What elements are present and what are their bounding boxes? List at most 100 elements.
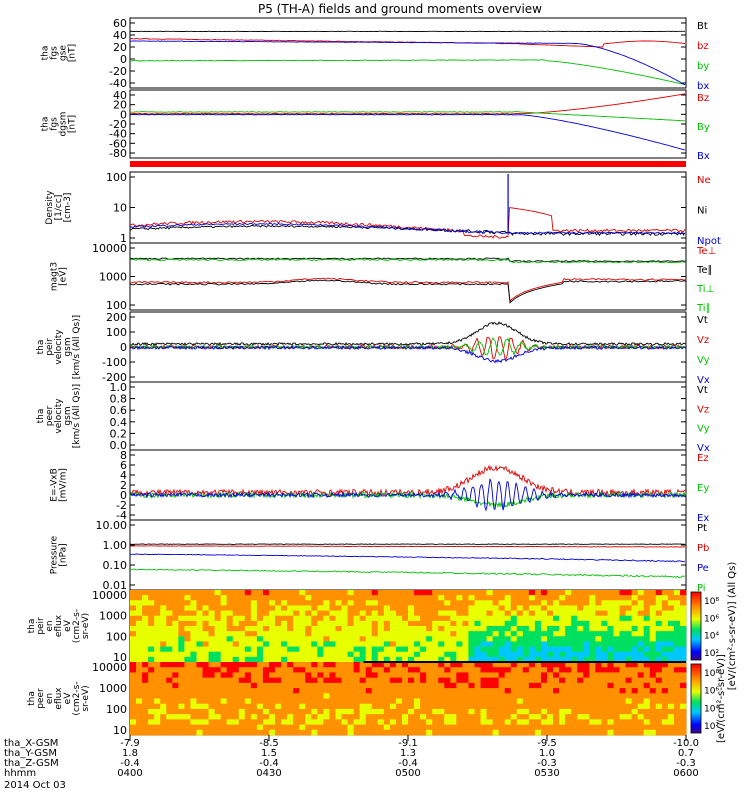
spectrogram-cell xyxy=(438,662,445,668)
spectrogram-cell xyxy=(528,714,536,720)
y-tick-label: 0 xyxy=(120,341,127,354)
spectrogram-cell xyxy=(510,600,518,606)
spectrogram-cell xyxy=(371,590,379,596)
spectrogram-cell xyxy=(160,605,167,611)
spectrogram-cell xyxy=(281,698,288,705)
spectrogram-cell xyxy=(432,595,439,601)
spectrogram-cell xyxy=(148,677,155,684)
spectrogram-cell xyxy=(262,719,270,725)
spectrogram-cell xyxy=(190,656,197,663)
spectrogram-cell xyxy=(341,590,348,596)
spectrogram-cell xyxy=(262,667,270,673)
spectrogram-cell xyxy=(347,626,355,632)
spectrogram-cell xyxy=(329,729,336,736)
spectrogram-cell xyxy=(299,719,306,725)
spectrogram-cell xyxy=(365,590,373,596)
spectrogram-cell xyxy=(619,708,626,715)
spectrogram-cell xyxy=(432,682,439,689)
spectrogram-cell xyxy=(504,672,512,679)
x-tick-label: -10.0 xyxy=(673,738,699,749)
spectrogram-cell xyxy=(226,615,234,622)
spectrogram-cell xyxy=(565,677,572,684)
spectrogram-cell xyxy=(553,729,560,736)
spectrogram-cell xyxy=(432,677,439,684)
spectrogram-cell xyxy=(184,641,191,647)
spectrogram-cell xyxy=(377,698,385,705)
spectrogram-cell xyxy=(631,610,639,617)
spectrogram-cell xyxy=(583,729,590,736)
spectrogram-cell xyxy=(661,615,669,622)
spectrogram-cell xyxy=(516,667,524,673)
spectrogram-cell xyxy=(365,729,373,736)
legend-fgs-Bt: Bt xyxy=(697,21,708,32)
spectrogram-cell xyxy=(486,682,494,689)
spectrogram-cell xyxy=(625,600,633,606)
spectrogram-cell xyxy=(649,714,657,720)
spectrogram-cell xyxy=(202,651,209,658)
spectrogram-cell xyxy=(510,641,518,647)
spectrogram-cell xyxy=(649,656,657,663)
spectrogram-cell xyxy=(601,724,608,731)
spectrogram-cell xyxy=(589,631,596,637)
spectrogram-cell xyxy=(250,708,258,715)
y-tick-label: -200 xyxy=(102,371,127,384)
spectrogram-cell xyxy=(395,590,403,596)
spectrogram-cell xyxy=(184,595,191,601)
spectrogram-cell xyxy=(553,610,560,617)
spectrogram-cell xyxy=(269,641,276,647)
spectrogram-cell xyxy=(250,703,258,710)
spectrogram-cell xyxy=(281,677,288,684)
spectrogram-cell xyxy=(317,651,324,658)
spectrogram-cell xyxy=(244,631,252,637)
spectrogram-cell xyxy=(540,615,548,622)
spectrogram-cell xyxy=(214,693,222,699)
spectrogram-cell xyxy=(661,693,669,699)
spectrogram-cell xyxy=(474,667,481,673)
spectrogram-cell xyxy=(667,708,675,715)
spectrogram-cell xyxy=(486,693,494,699)
spectrogram-cell xyxy=(341,615,348,622)
spectrogram-cell xyxy=(414,626,421,632)
spectrogram-cell xyxy=(196,590,203,596)
spectrogram-cell xyxy=(389,636,397,642)
spectrogram-cell xyxy=(649,667,657,673)
spectrogram-cell xyxy=(401,677,409,684)
spectrogram-cell xyxy=(178,620,185,627)
spectrogram-cell xyxy=(293,646,300,653)
spectrogram-cell xyxy=(130,610,137,617)
spectrogram-cell xyxy=(347,667,355,673)
spectrogram-cell xyxy=(160,662,167,668)
spectrogram-cell xyxy=(136,714,143,720)
spectrogram-cell xyxy=(679,615,687,622)
spectrogram-cell xyxy=(383,724,391,731)
spectrogram-cell xyxy=(462,667,469,673)
series-Pt xyxy=(129,543,686,545)
spectrogram-cell xyxy=(341,667,348,673)
spectrogram-cell xyxy=(359,693,367,699)
spectrogram-cell xyxy=(275,724,282,731)
spectrogram-cell xyxy=(565,595,572,601)
spectrogram-cell xyxy=(679,662,687,668)
spectrogram-cell xyxy=(202,626,209,632)
spectrogram-cell xyxy=(480,656,487,663)
spectrogram-cell xyxy=(250,688,258,694)
spectrogram-cell xyxy=(450,672,457,679)
spectrogram-cell xyxy=(661,662,669,668)
spectrogram-cell xyxy=(649,677,657,684)
spectrogram-cell xyxy=(577,641,584,647)
spectrogram-cell xyxy=(142,672,149,679)
spectrogram-cell xyxy=(571,693,578,699)
spectrogram-cell xyxy=(287,626,294,632)
spectrogram-cell xyxy=(559,729,566,736)
spectrogram-cell xyxy=(565,646,572,653)
spectrogram-cell xyxy=(262,651,270,658)
spectrogram-cell xyxy=(256,610,264,617)
spectrogram-cell xyxy=(486,610,494,617)
spectrogram-cell xyxy=(673,662,681,668)
spectrogram-cell xyxy=(432,719,439,725)
spectrogram-cell xyxy=(305,595,312,601)
spectrogram-cell xyxy=(462,646,469,653)
y-tick-label: 10000 xyxy=(92,661,127,674)
spectrogram-cell xyxy=(486,605,494,611)
spectrogram-cell xyxy=(583,698,590,705)
